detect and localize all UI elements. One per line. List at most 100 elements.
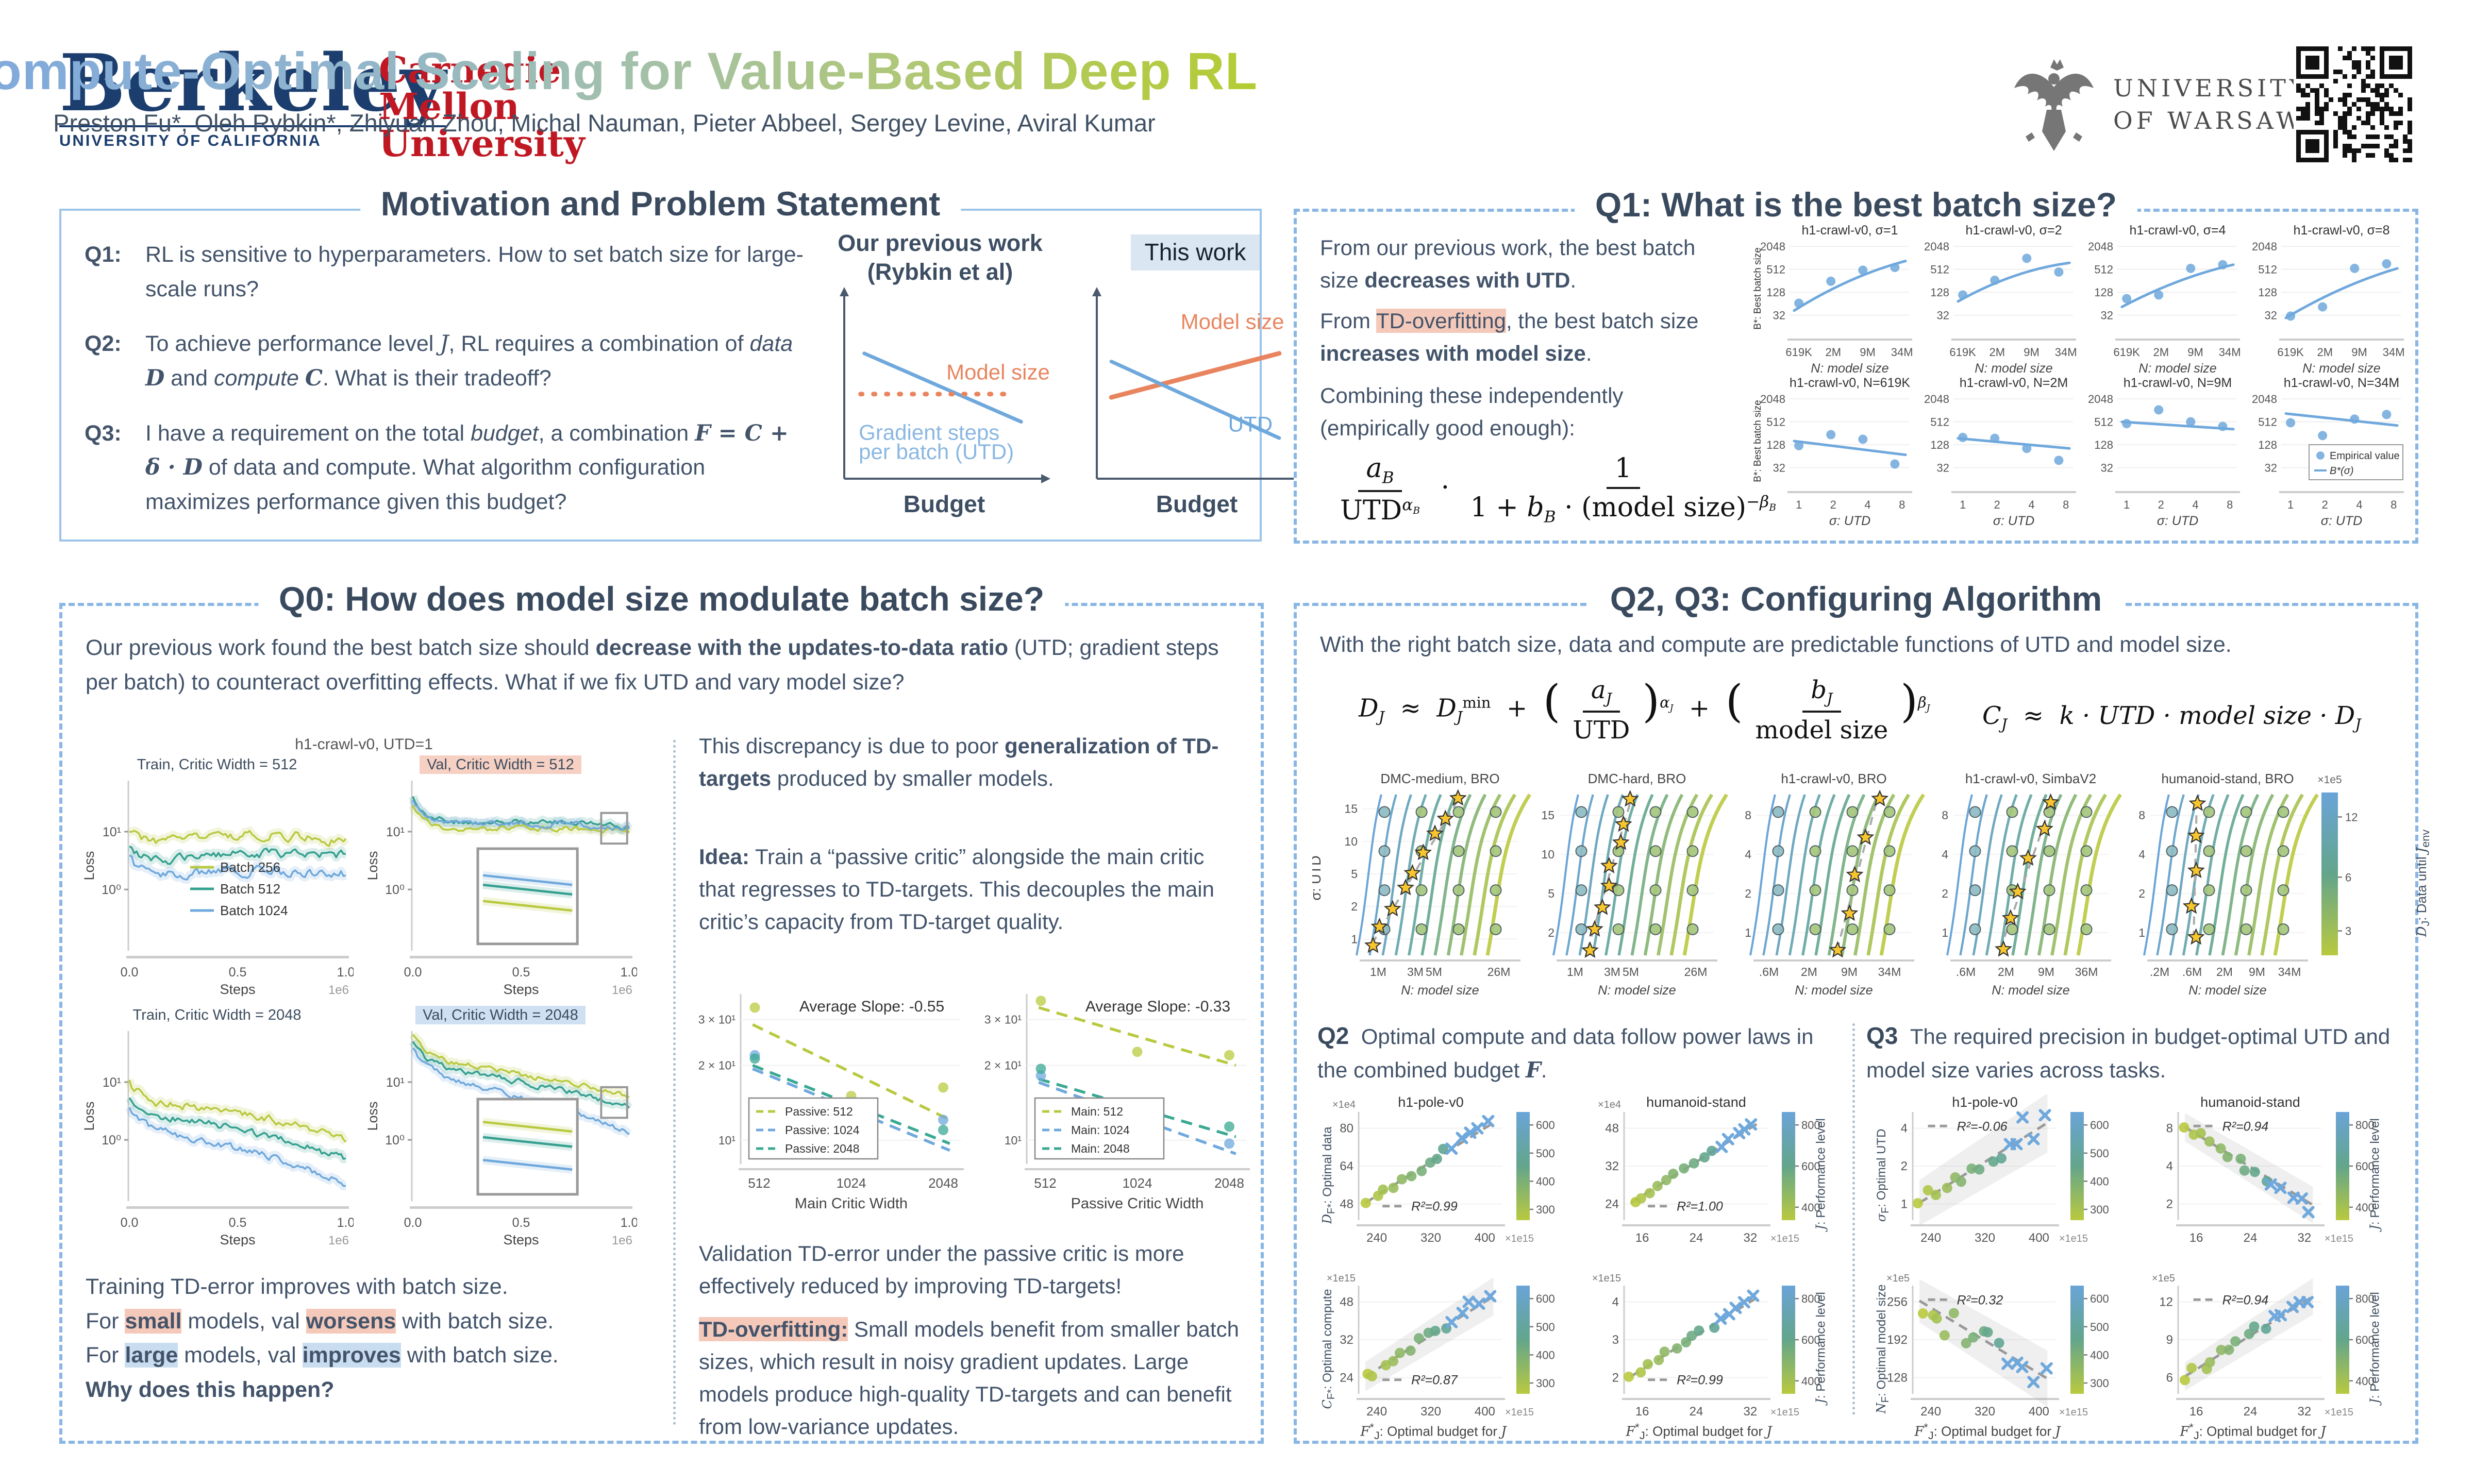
svg-text:8: 8 (2391, 498, 2397, 511)
svg-text:10⁰: 10⁰ (102, 1133, 121, 1148)
svg-text:32: 32 (1340, 1333, 1353, 1347)
svg-text:0.5: 0.5 (229, 1216, 247, 1230)
svg-text:9M: 9M (2351, 346, 2367, 359)
svg-text:×1e15: ×1e15 (1505, 1407, 1534, 1418)
svg-text:2048: 2048 (1760, 393, 1785, 406)
q2-plot-optimal-data-humanoid: humanoid-stand ×1e4 48 32 24 16 24 32 ×1e15 R²=1.… (1578, 1094, 1841, 1249)
svg-text:×1e15: ×1e15 (1770, 1233, 1799, 1244)
x-axis-label: F*J: Optimal budget for J (1626, 1421, 1772, 1442)
svg-text:1.0: 1.0 (621, 1216, 637, 1230)
svg-text:26M: 26M (1684, 965, 1708, 979)
svg-text:24: 24 (1340, 1371, 1353, 1385)
svg-text:1.0: 1.0 (621, 965, 637, 980)
svg-text:2048: 2048 (2252, 393, 2277, 406)
svg-text:R²=1.00: R²=1.00 (1677, 1200, 1723, 1214)
loss-panel-train-512: Train, Critic Width = 512 Loss 10¹ 10⁰ 0.0 0… (80, 756, 355, 1000)
data-scaling-formula: DJ ≈ DJmin + (aJ UTD)αJ + (bJ model size)β… (1359, 676, 1930, 745)
svg-text:4: 4 (2166, 1159, 2173, 1173)
q3-label: Q3: (85, 420, 122, 446)
svg-text:2M: 2M (1990, 346, 2005, 359)
q0-mid-p4: TD-overfitting: Small models benefit fro… (699, 1317, 1239, 1439)
svg-text:64: 64 (1340, 1159, 1353, 1173)
loss-panel-val-2048: Val, Critic Width = 2048 Loss 10¹ 10⁰ 0.0 0.… (364, 1006, 638, 1250)
svg-text:4: 4 (2138, 848, 2145, 861)
svg-text:128: 128 (1766, 439, 1785, 451)
svg-text:1M: 1M (1567, 965, 1583, 979)
svg-text:800: 800 (1801, 1292, 1820, 1305)
svg-text:R²=0.32: R²=0.32 (1957, 1293, 2003, 1307)
svg-text:128: 128 (2258, 439, 2277, 451)
svg-text:1: 1 (2138, 926, 2145, 939)
svg-text:400: 400 (1536, 1175, 1555, 1188)
svg-text:1: 1 (1745, 926, 1751, 939)
svg-text:32: 32 (1744, 1231, 1758, 1245)
svg-text:×1e15: ×1e15 (1327, 1273, 1356, 1284)
svg-text:400: 400 (2029, 1405, 2049, 1419)
svg-text:36M: 36M (2075, 965, 2098, 979)
motivation-title: Motivation and Problem Statement (360, 184, 961, 223)
svg-text:4: 4 (1864, 498, 1870, 511)
svg-text:240: 240 (1366, 1231, 1387, 1245)
svg-text:8: 8 (2227, 498, 2233, 511)
svg-text:Steps: Steps (503, 982, 539, 996)
svg-text:2M: 2M (1826, 346, 1842, 359)
svg-text:0.0: 0.0 (404, 965, 422, 980)
svg-text:×1e4: ×1e4 (1598, 1099, 1621, 1110)
svg-text:Loss: Loss (81, 851, 97, 880)
svg-text:N: model size: N: model size (1992, 983, 2069, 998)
svg-text:400: 400 (2090, 1348, 2109, 1361)
svg-text:σ: UTD: σ: UTD (1993, 514, 2034, 527)
svg-text:2M: 2M (2153, 346, 2169, 359)
motivation-questions: Q1: RL is sensitive to hyperparameters. … (85, 238, 806, 539)
svg-text:24: 24 (1690, 1231, 1703, 1245)
svg-text:2: 2 (1612, 1371, 1619, 1385)
svg-text:2: 2 (2322, 498, 2328, 511)
svg-text:R²=-0.06: R²=-0.06 (1957, 1119, 2008, 1134)
svg-text:48: 48 (1605, 1122, 1619, 1136)
cmu-line3: University (379, 122, 585, 165)
svg-text:320: 320 (1420, 1231, 1441, 1245)
svg-text:128: 128 (2258, 286, 2277, 299)
svg-text:Model size: Model size (1181, 309, 1284, 333)
svg-text:320: 320 (1975, 1405, 1995, 1419)
svg-text:UTD: UTD (1228, 412, 1273, 436)
svg-text:8: 8 (1899, 498, 1905, 511)
svg-text:2: 2 (1745, 887, 1751, 900)
y-axis-label: NF: Optimal model size (1874, 1284, 1891, 1414)
cmu-line2: Mellon (379, 85, 520, 128)
svg-text:DMC-medium, BRO: DMC-medium, BRO (1380, 771, 1499, 786)
svg-text:h1-pole-v0: h1-pole-v0 (1952, 1094, 2018, 1110)
svg-text:h1-crawl-v0, σ=2: h1-crawl-v0, σ=2 (1965, 223, 2062, 238)
scatter-chart: ×1e15 4 3 2 16 24 32 ×1e15 R²=0.99 800 600 400 (1578, 1268, 1841, 1425)
svg-text:h1-crawl-v0, SimbaV2: h1-crawl-v0, SimbaV2 (1965, 771, 2096, 786)
svg-text:Average Slope: -0.55: Average Slope: -0.55 (799, 998, 944, 1015)
svg-text:300: 300 (2090, 1203, 2109, 1216)
svg-text:3 × 10¹: 3 × 10¹ (698, 1013, 736, 1026)
svg-text:2M: 2M (1801, 965, 1817, 979)
colorbar-label: J: Performance level (1813, 1292, 1828, 1404)
svg-text:24: 24 (1690, 1405, 1703, 1419)
svg-text:400: 400 (2090, 1175, 2109, 1188)
svg-text:σ: UTD: σ: UTD (1829, 514, 1870, 527)
svg-text:10⁰: 10⁰ (385, 883, 405, 897)
svg-text:1M: 1M (1370, 965, 1386, 979)
slope-plot-main: Average Slope: -0.33 3 × 10¹ 2 × 10¹ 10¹ Mai… (972, 985, 1263, 1227)
svg-text:Batch 256: Batch 256 (220, 859, 280, 875)
berkeley-logo: Berkeley UNIVERSITY OF CALIFORNIA (59, 44, 446, 150)
svg-text:240: 240 (1920, 1231, 1941, 1245)
svg-text:3 × 10¹: 3 × 10¹ (984, 1013, 1022, 1026)
svg-text:0.0: 0.0 (404, 1216, 422, 1230)
uw-wordmark: UNIVERSITY OF WARSAW (2113, 72, 2309, 136)
svg-text:16: 16 (2189, 1405, 2203, 1419)
svg-text:256: 256 (1887, 1295, 1908, 1309)
q0-intro: Our previous work found the best batch s… (86, 635, 1219, 695)
x-axis-label: F*J: Optimal budget for J (2180, 1421, 2326, 1442)
svg-text:B*: Best batch size: B*: Best batch size (1752, 247, 1763, 329)
svg-text:.6M: .6M (1956, 965, 1976, 979)
svg-text:Batch 1024: Batch 1024 (220, 903, 288, 918)
svg-text:512: 512 (2258, 416, 2277, 429)
svg-text:500: 500 (2090, 1321, 2109, 1334)
q1-paragraph-3: Combining these independently (empirical… (1320, 383, 1624, 440)
svg-text:×1e15: ×1e15 (1770, 1407, 1799, 1418)
svg-text:512: 512 (1930, 416, 1949, 429)
